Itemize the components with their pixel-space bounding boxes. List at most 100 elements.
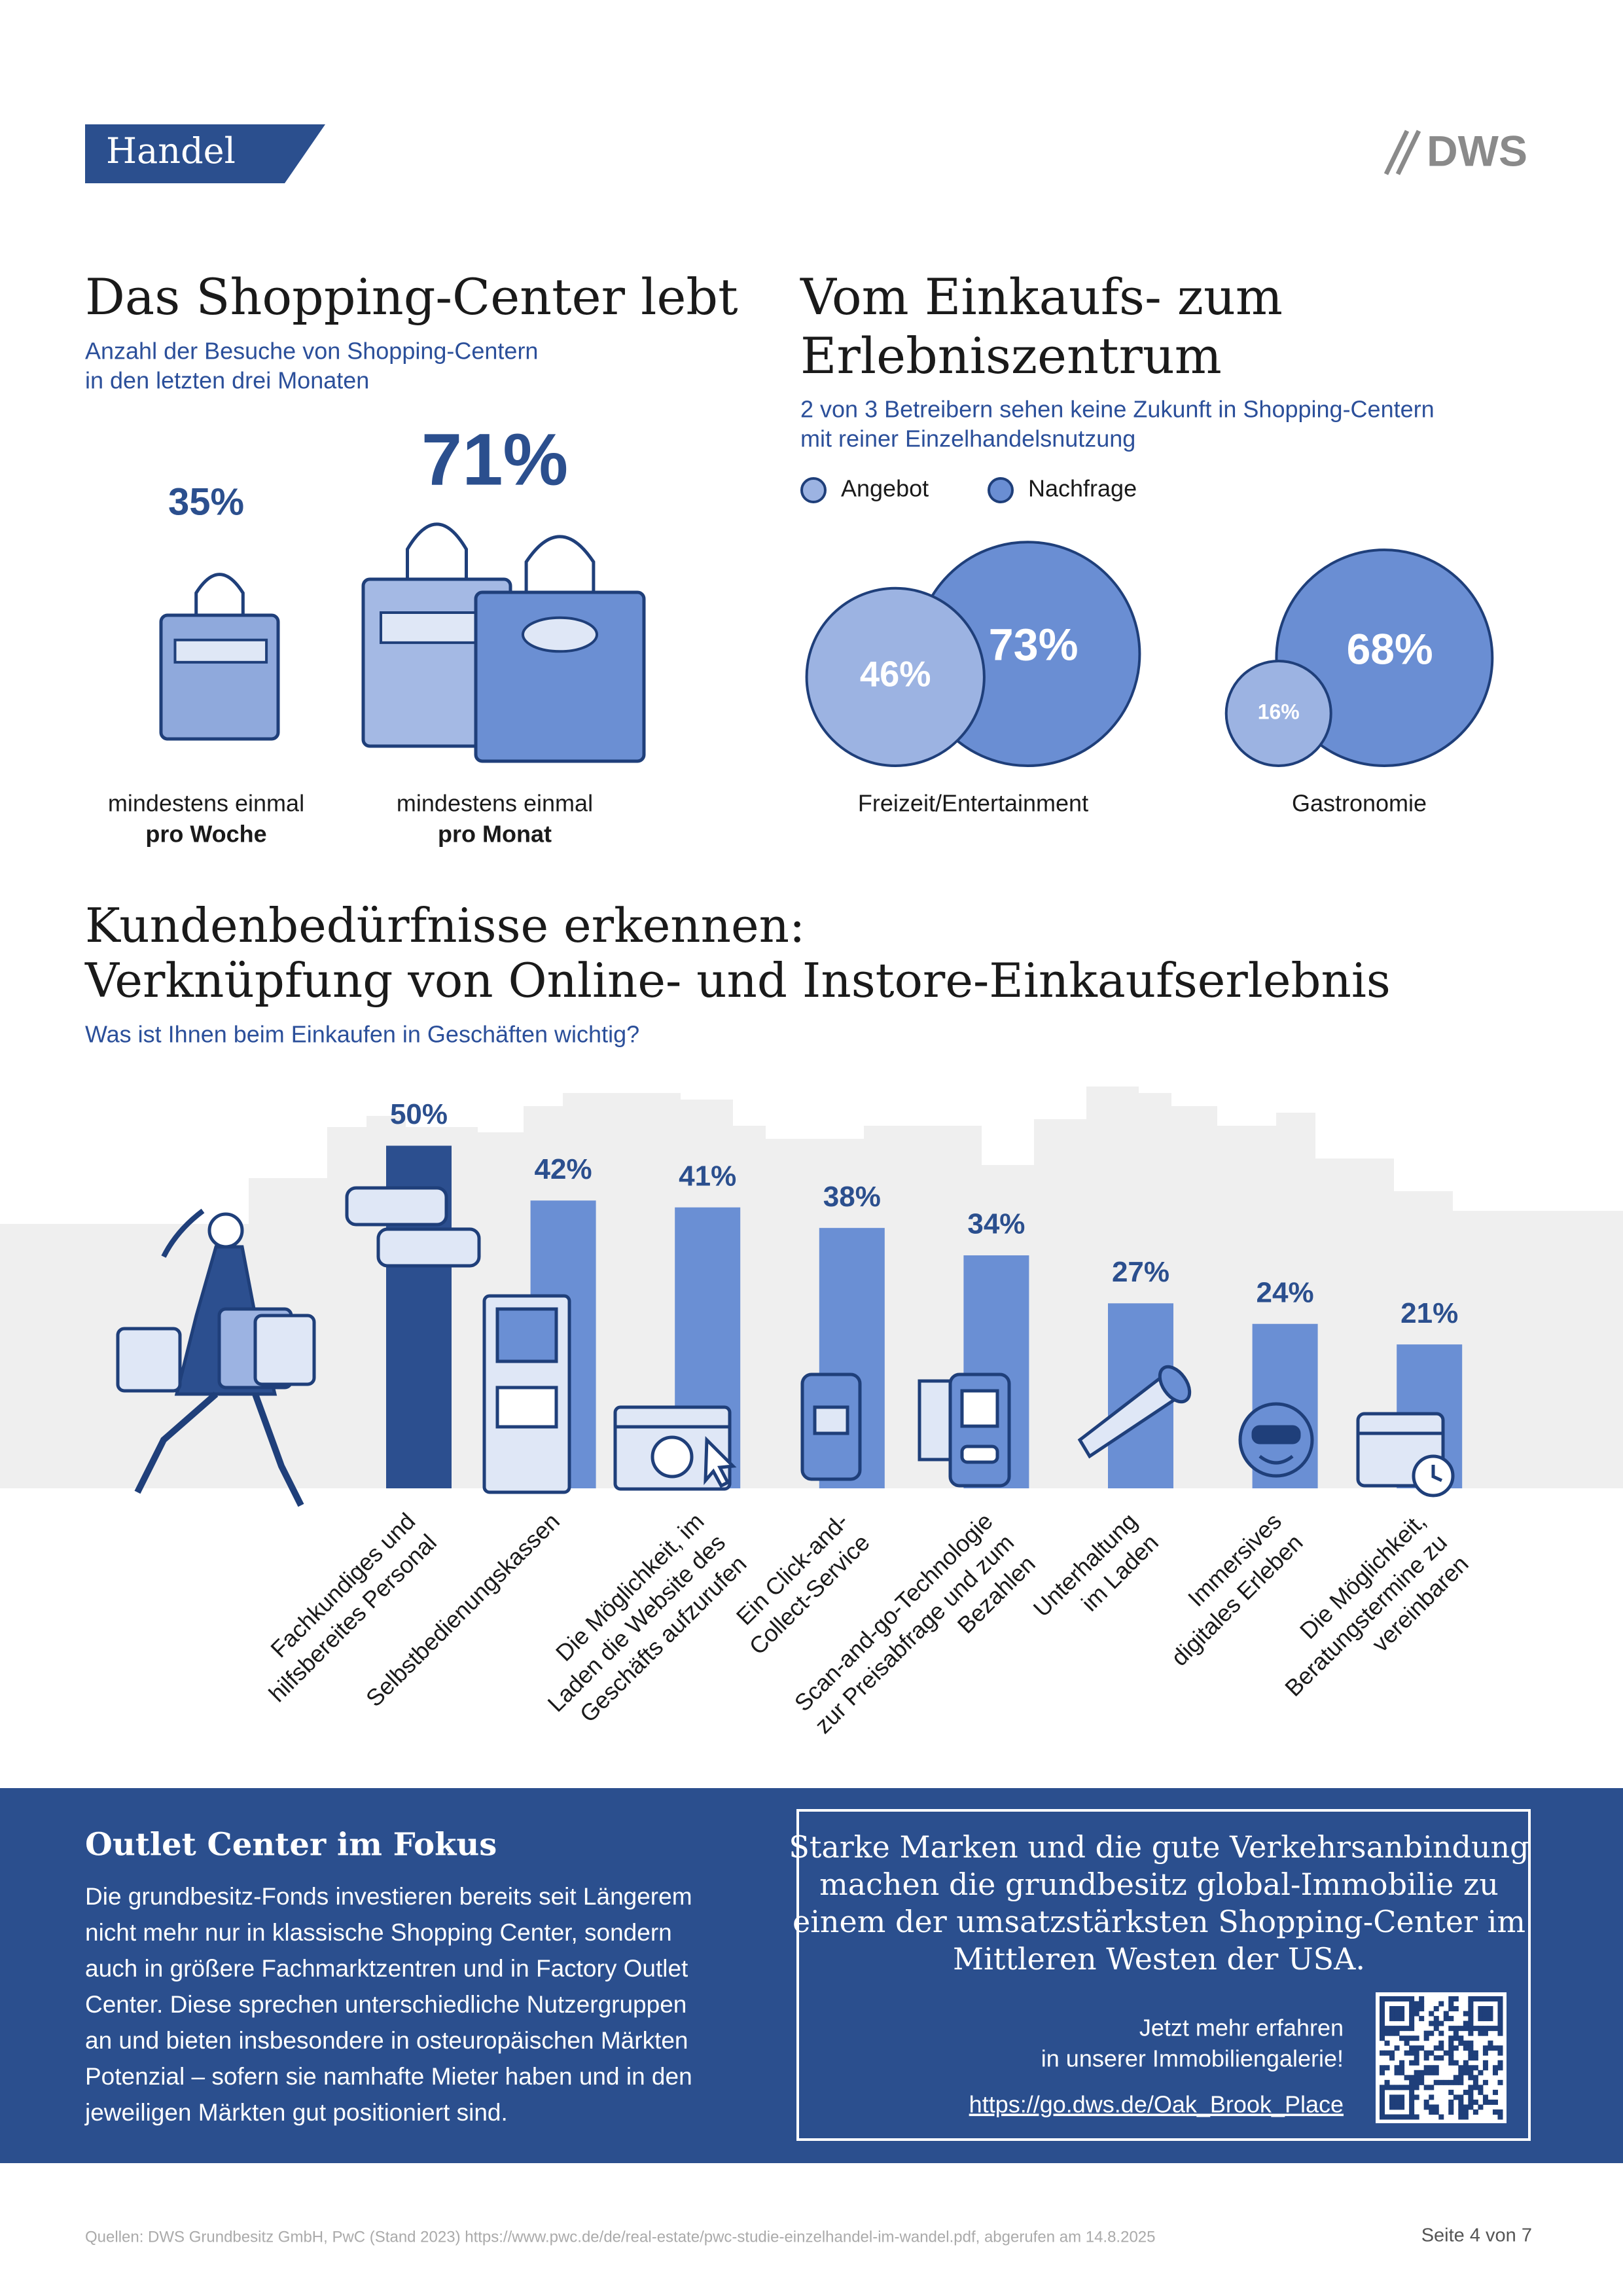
qr-module (1497, 2020, 1503, 2026)
qr-module (1433, 2006, 1439, 2012)
qr-module (1443, 2011, 1449, 2017)
qr-module (1458, 2114, 1464, 2120)
qr-module (1394, 2085, 1400, 2090)
qr-module (1394, 2099, 1400, 2105)
qr-module (1414, 2114, 1419, 2120)
qr-module (1472, 2065, 1478, 2071)
qr-module (1404, 2026, 1410, 2032)
qr-module (1394, 2070, 1400, 2075)
callout-text: Starke Marken und die gute Verkehrsanbin… (789, 1829, 1529, 1865)
qr-module (1472, 2050, 1478, 2056)
qr-module (1384, 2030, 1390, 2036)
qr-module (1423, 2036, 1429, 2041)
chart-title: Verknüpfung von Online- und Instore-Eink… (84, 953, 1391, 1008)
qr-module (1482, 2065, 1488, 2071)
legend-label: Nachfrage (1028, 475, 1137, 502)
qr-module (1384, 2114, 1390, 2120)
qr-module (1448, 2036, 1454, 2041)
qr-module (1414, 2055, 1419, 2061)
value-label: 73% (989, 620, 1079, 670)
qr-module (1429, 2065, 1435, 2071)
qr-module (1472, 2079, 1478, 2085)
value-label: 50% (390, 1098, 448, 1130)
qr-module (1448, 2099, 1454, 2105)
qr-module (1497, 1996, 1503, 2002)
qr-module (1453, 2030, 1459, 2036)
qr-module (1497, 2006, 1503, 2012)
qr-module (1380, 2006, 1385, 2012)
cta-text: Jetzt mehr erfahren (1139, 2015, 1344, 2041)
qr-module (1438, 2114, 1444, 2120)
link[interactable]: https://go.dws.de/Oak_Brook_Place (969, 2091, 1344, 2118)
qr-module (1380, 2085, 1385, 2090)
qr-module (1409, 2026, 1415, 2032)
qr-module (1448, 2006, 1454, 2012)
qr-module (1497, 2011, 1503, 2017)
qr-module (1438, 2001, 1444, 2007)
qr-module (1482, 2094, 1488, 2100)
qr-module (1423, 2050, 1429, 2056)
qr-module (1468, 2070, 1474, 2075)
qr-module (1423, 2099, 1429, 2105)
qr-module (1389, 2016, 1395, 2022)
qr-module (1443, 2016, 1449, 2022)
qr-module (1468, 2104, 1474, 2110)
qr-module (1497, 2050, 1503, 2056)
qr-module (1463, 2089, 1469, 2095)
bubble (805, 586, 986, 767)
legend-swatch (800, 477, 827, 503)
qr-module (1482, 2011, 1488, 2017)
qr-module (1414, 2011, 1419, 2017)
callout-text: einem der umsatzstärksten Shopping-Cente… (793, 1904, 1525, 1939)
qr-module (1458, 2036, 1464, 2041)
qr-module (1414, 2045, 1419, 2051)
value-label: 35% (168, 480, 244, 523)
qr-module (1472, 2085, 1478, 2090)
qr-module (1409, 2089, 1415, 2095)
qr-module (1497, 2026, 1503, 2032)
qr-module (1468, 2001, 1474, 2007)
qr-module (1458, 2104, 1464, 2110)
qr-module (1453, 1996, 1459, 2002)
qr-module (1399, 2104, 1405, 2110)
qr-module (1380, 2020, 1385, 2026)
qr-module (1448, 2040, 1454, 2046)
qr-module (1380, 2026, 1385, 2032)
qr-module (1468, 2055, 1474, 2061)
qr-module (1448, 1996, 1454, 2002)
qr-module (1468, 2045, 1474, 2051)
qr-module (1463, 2045, 1469, 2051)
qr-module (1394, 2016, 1400, 2022)
qr-module (1429, 2109, 1435, 2115)
outlet-text: jeweiligen Märkten gut positioniert sind… (84, 2099, 508, 2126)
qr-module (1409, 2045, 1415, 2051)
qr-module (1414, 2006, 1419, 2012)
qr-module (1478, 2070, 1484, 2075)
bag-label (521, 616, 599, 653)
qr-module (1409, 2079, 1415, 2085)
qr-module (1478, 2011, 1484, 2017)
info-band (0, 1788, 1623, 2163)
qr-module (1404, 2050, 1410, 2056)
qr-module (1463, 2109, 1469, 2115)
qr-module (1423, 2055, 1429, 2061)
qr-module (1399, 2006, 1405, 2012)
qr-module (1409, 1996, 1415, 2002)
qr-module (1482, 2050, 1488, 2056)
qr-module (1414, 2036, 1419, 2041)
qr-module (1384, 1996, 1390, 2002)
qr-module (1488, 2006, 1493, 2012)
qr-module (1404, 2085, 1410, 2090)
bag-handle (524, 535, 596, 592)
bag-handle (406, 522, 468, 579)
qr-module (1380, 2089, 1385, 2095)
qr-module (1399, 2099, 1405, 2105)
qr-module (1394, 2104, 1400, 2110)
qr-module (1409, 2006, 1415, 2012)
qr-module (1472, 2026, 1478, 2032)
qr-module (1399, 2060, 1405, 2066)
page-number: Seite 4 von 7 (1421, 2225, 1532, 2246)
qr-module (1404, 2036, 1410, 2041)
qr-module (1433, 2070, 1439, 2075)
